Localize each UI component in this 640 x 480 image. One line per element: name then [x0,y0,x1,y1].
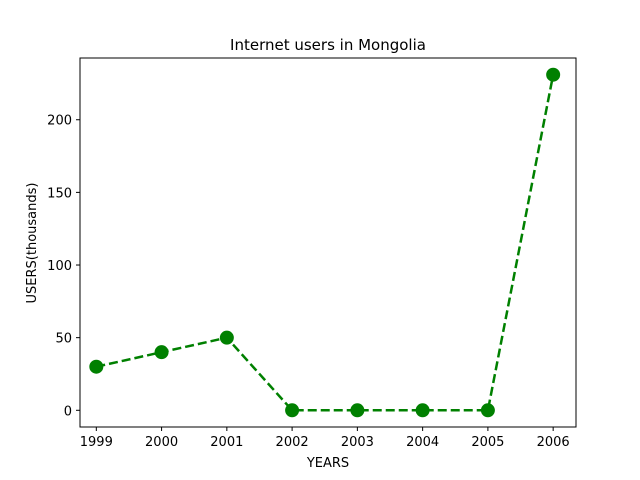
data-point [480,403,495,418]
y-tick-label: 150 [47,186,72,201]
x-tick-label: 2004 [406,435,439,450]
data-point [546,67,561,82]
x-tick-label: 2002 [276,435,309,450]
y-axis-label: USERS(thousands) [25,183,40,304]
x-axis-label: YEARS [306,456,349,471]
y-tick-label: 100 [47,259,72,274]
x-tick-label: 2003 [341,435,374,450]
data-point [154,345,169,360]
y-tick-label: 0 [64,404,72,419]
series-line [96,74,555,412]
data-point [89,359,104,374]
x-axis-ticks: 1999 2000 2001 2002 2003 2004 2005 2006 [80,427,570,450]
x-tick-label: 2001 [210,435,243,450]
x-tick-label: 1999 [80,435,113,450]
data-point [219,330,234,345]
x-tick-label: 2000 [145,435,178,450]
plot-area [79,57,577,428]
y-tick-label: 50 [55,332,72,347]
series-layer [89,67,561,418]
data-point [285,403,300,418]
y-axis-ticks: 0 50 100 150 200 [47,114,80,419]
data-point [350,403,365,418]
x-tick-label: 2005 [471,435,504,450]
chart-title: Internet users in Mongolia [230,36,426,54]
x-tick-label: 2006 [537,435,570,450]
y-tick-label: 200 [47,114,72,129]
data-point [415,403,430,418]
